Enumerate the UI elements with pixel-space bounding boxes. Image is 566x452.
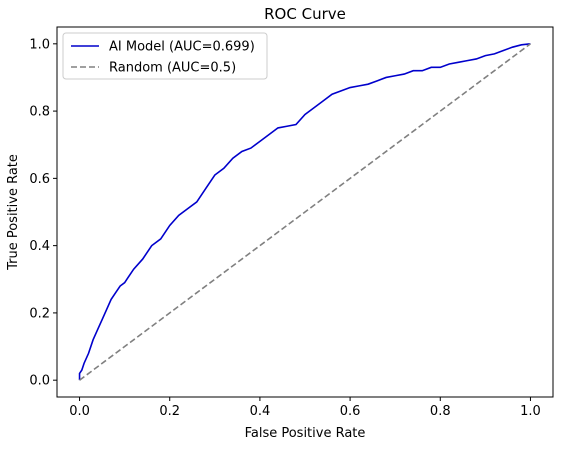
legend-box: [62, 32, 268, 80]
x-tick-label: 0.4: [250, 404, 271, 419]
series-line-0: [78, 43, 531, 381]
legend-label-1: Random (AUC=0.5): [109, 61, 236, 76]
legend: AI Model (AUC=0.699) Random (AUC=0.5): [62, 32, 268, 80]
y-tick-label: 0.2: [29, 306, 50, 321]
chart-title: ROC Curve: [264, 5, 346, 23]
x-axis-title: False Positive Rate: [245, 426, 366, 441]
x-tick-label: 0.8: [430, 404, 451, 419]
series-layer: [78, 43, 531, 381]
legend-label-0: AI Model (AUC=0.699): [109, 40, 255, 55]
x-tick-label: 0.0: [69, 404, 90, 419]
plot-frame: [56, 26, 554, 398]
x-tick-label: 1.0: [520, 404, 541, 419]
y-tick-label: 0.6: [29, 172, 50, 187]
y-tick-label: 1.0: [29, 37, 50, 52]
x-tick-label: 0.2: [159, 404, 180, 419]
x-tick-label: 0.6: [340, 404, 361, 419]
y-tick-label: 0.8: [29, 105, 50, 120]
series-line-1: [79, 43, 531, 381]
y-axis: 0.0 0.2 0.4 0.6 0.8 1.0: [29, 37, 57, 389]
y-tick-label: 0.0: [29, 374, 50, 389]
x-axis: 0.0 0.2 0.4 0.6 0.8 1.0: [69, 397, 541, 419]
y-axis-title: True Positive Rate: [6, 154, 21, 271]
y-tick-label: 0.4: [29, 239, 50, 254]
